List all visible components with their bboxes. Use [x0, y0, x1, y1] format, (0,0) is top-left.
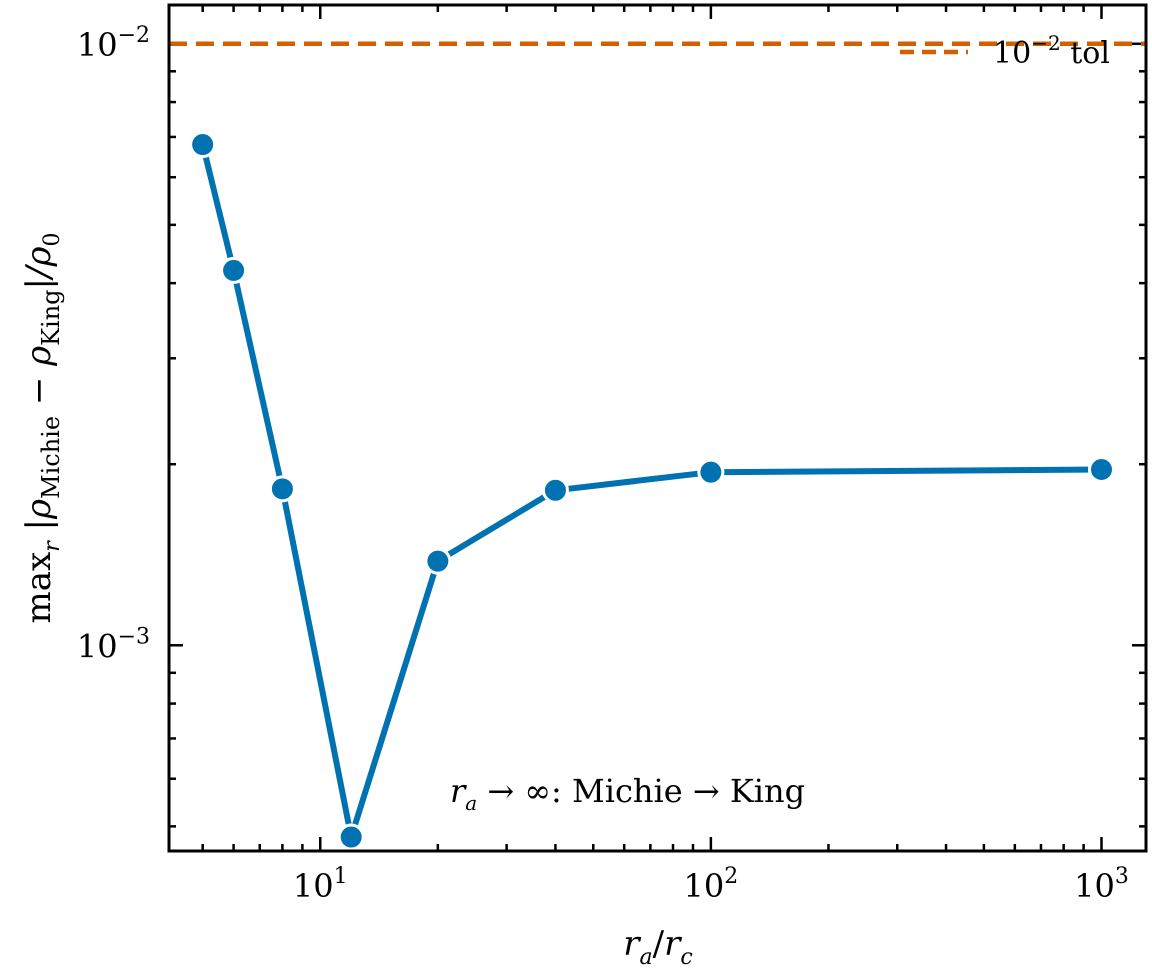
y-tick-label: 10−3 [77, 624, 150, 665]
x-tick-label: 103 [1074, 864, 1129, 905]
data-point [1087, 455, 1115, 483]
series-group [189, 131, 1115, 851]
axis-ticks: 101 102 103 10−3 10−2 [77, 5, 1146, 905]
data-point [337, 823, 365, 851]
legend-label: 10−2 tol [993, 31, 1110, 71]
data-point [541, 476, 569, 504]
data-point [189, 131, 217, 159]
x-axis-label: ra/rc [623, 924, 692, 970]
y-tick-label: 10−2 [77, 23, 150, 64]
series-line [199, 143, 1102, 840]
annotation: ra → ∞: Michie → King [450, 772, 805, 815]
y-axis-label: maxr |ρMichie − ρKing|/ρ0 [19, 233, 65, 624]
plot-frame [167, 3, 1148, 853]
x-tick-label: 101 [293, 864, 348, 905]
data-point [424, 547, 452, 575]
data-point [220, 256, 248, 284]
data-point [268, 475, 296, 503]
data-point [697, 458, 725, 486]
legend: 10−2 tol [900, 31, 1110, 71]
x-tick-label: 102 [684, 864, 739, 905]
